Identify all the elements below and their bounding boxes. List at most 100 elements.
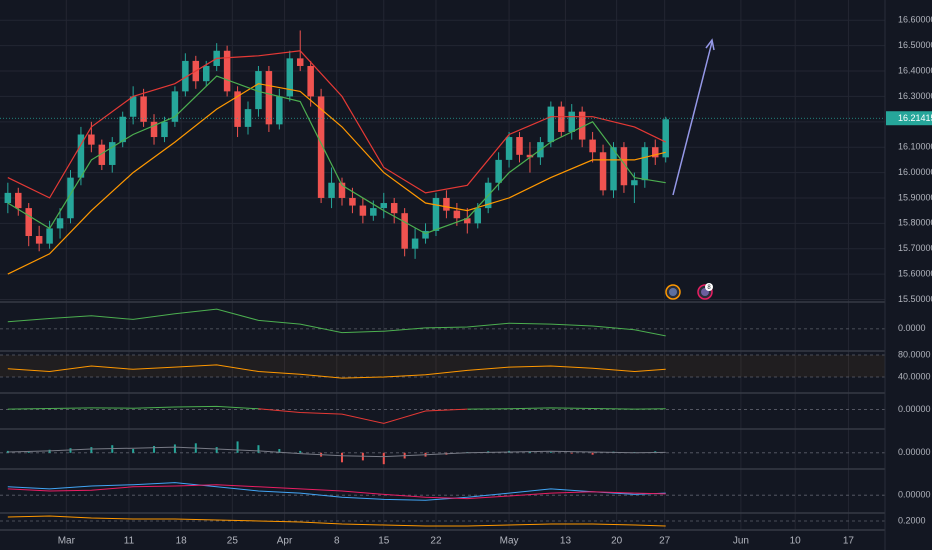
y-tick-label: 15.90000 [898,192,932,202]
candle-body [15,192,22,209]
histogram-bar [257,445,260,453]
candle-body [150,121,158,138]
candle-body [652,147,659,158]
x-tick-label: 10 [790,536,802,547]
x-tick-label: 13 [560,536,572,547]
badge-count: 8 [707,285,711,291]
candle-body [599,152,607,191]
histogram-bar [236,441,239,453]
y-tick-label: 16.30000 [898,91,932,101]
pane-tick-label: 0.2000 [898,515,926,525]
overlay-line [7,50,666,199]
candle-body [547,106,555,143]
candle-body [129,96,137,117]
candle-body [46,228,53,244]
candle-body [67,177,74,219]
candle-body [505,137,513,160]
candle-body [662,119,669,158]
candle-body [443,197,450,211]
pane-tick-label: 0.00000 [898,404,931,414]
y-tick-label: 16.60000 [898,15,932,25]
x-tick-label: 22 [430,536,442,547]
candle-body [359,205,367,216]
candle-body [474,208,481,224]
candle-body [390,203,398,214]
histogram-bar [90,447,93,453]
candle-body [244,109,252,127]
x-tick-label: 8 [334,536,340,547]
histogram-bar [132,449,135,453]
price-axis [885,0,932,550]
histogram-bar [570,452,573,454]
x-tick-label: 11 [124,536,135,547]
x-tick-label: May [500,536,519,547]
indicator-line [7,484,666,500]
pane-band [0,355,885,377]
candle-body [620,147,628,186]
candle-body [161,121,168,138]
candle-body [119,116,126,143]
indicator-line [7,446,666,458]
indicator-line [7,515,666,527]
y-tick-label: 15.80000 [898,218,932,228]
indicator-line [7,364,666,379]
candle-body [558,106,565,132]
candle-body [307,65,314,97]
candle-body [610,147,617,191]
candle-body [255,71,262,110]
candle-body [411,238,419,249]
candle-body [370,208,377,216]
histogram-bar [153,445,156,453]
histogram-bar [173,444,176,453]
candle-body [349,197,356,206]
candle-body [88,134,95,145]
candle-body [432,197,440,231]
indicator-line [7,308,666,337]
histogram-bar [591,452,594,455]
candle-body [516,137,523,155]
histogram-bar [215,447,218,453]
x-tick-label: 15 [378,536,390,547]
histogram-bar [340,452,343,463]
candle-body [171,91,179,122]
event-icon-core [669,288,677,296]
overlay-line [7,83,666,275]
x-tick-label: Apr [277,536,293,547]
candle-body [568,111,575,132]
last-price-tag [886,111,932,126]
last-price-label: 16.21415 [898,113,932,123]
candle-body [495,159,502,183]
candle-body [25,208,32,237]
candle-body [338,182,346,198]
grid [0,0,932,531]
candle-body [56,218,64,229]
indicator-line [258,408,468,424]
candle-body [526,154,534,158]
y-tick-label: 16.10000 [898,142,932,152]
trend-arrow [672,41,713,196]
candle-body [77,134,85,178]
candle-body [109,142,116,165]
candle-body [453,210,461,219]
histogram-bar [549,452,552,453]
y-tick-label: 16.00000 [898,167,932,177]
axes: Mar 11 18 25 Apr 8 15 22 May 13 20 27 Jun 10 17 16.6000… [58,0,932,550]
candle-body [98,144,106,165]
pane-tick-label: 0.00000 [898,447,931,457]
pane-tick-label: 0.00000 [898,490,931,500]
candle-body [631,180,638,186]
candle-body [296,58,304,66]
candle-body [202,65,210,82]
y-tick-label: 16.40000 [898,65,932,75]
candle-body [234,91,241,127]
x-tick-label: 27 [659,536,671,547]
y-tick-label: 15.50000 [898,294,932,304]
x-tick-label: Jun [733,536,749,547]
candle-body [265,71,273,125]
candle-body [464,218,471,224]
candle-body [35,236,43,244]
candle-body [286,58,294,97]
candle-body [276,96,283,125]
candle-body [317,96,325,198]
